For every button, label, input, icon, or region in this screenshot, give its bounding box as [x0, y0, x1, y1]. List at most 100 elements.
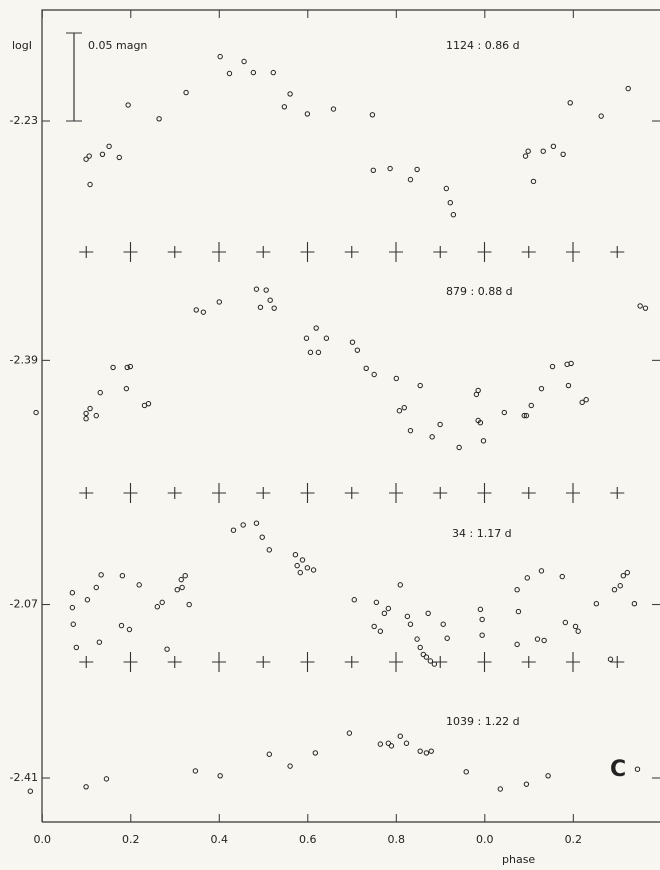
data-point [83, 416, 89, 422]
data-point [313, 325, 319, 331]
data-point [103, 776, 110, 782]
data-point [106, 143, 112, 150]
data-point [99, 151, 106, 158]
data-point [403, 740, 410, 746]
separator-cross [433, 487, 448, 499]
data-point [480, 438, 487, 444]
data-point [346, 730, 353, 736]
data-point [96, 639, 103, 645]
panel-label: 879 : 0.88 d [446, 285, 513, 298]
data-point [253, 520, 260, 526]
data-point [259, 534, 265, 540]
data-point [617, 583, 623, 589]
data-point [370, 167, 376, 173]
data-point [164, 646, 170, 652]
separator-cross [212, 652, 226, 672]
data-point [575, 628, 581, 634]
separator-cross [389, 242, 403, 262]
separator-cross [610, 246, 625, 258]
data-point [97, 389, 103, 396]
separator-cross [344, 487, 359, 499]
data-point [387, 165, 393, 172]
data-point [407, 427, 414, 434]
separator-cross [610, 487, 625, 499]
separator-cross [566, 483, 580, 503]
data-point [567, 100, 573, 106]
data-point [349, 339, 356, 345]
data-point [226, 70, 233, 77]
data-point [297, 569, 303, 576]
data-point [560, 151, 566, 158]
data-point [281, 104, 288, 110]
data-point [287, 763, 293, 769]
data-point [253, 286, 260, 292]
data-point [456, 444, 462, 451]
data-point [579, 399, 585, 406]
separator-cross [123, 483, 138, 503]
data-point [541, 637, 547, 644]
data-point [475, 387, 481, 394]
separator-cross [123, 652, 138, 672]
data-point [241, 58, 247, 65]
data-point [257, 304, 264, 310]
data-point [423, 750, 430, 756]
data-point [87, 405, 93, 412]
y-tick-label: -2.07 [10, 598, 38, 611]
y-axis-label: logI [12, 39, 32, 52]
panel-label: 1039 : 1.22 d [446, 715, 520, 728]
data-point [240, 522, 246, 528]
data-point [637, 303, 643, 309]
data-point [363, 365, 369, 371]
data-point [611, 586, 618, 593]
x-tick-label: 0.4 [211, 833, 229, 846]
separator-cross [123, 242, 138, 262]
data-point [414, 636, 420, 642]
data-point [371, 623, 377, 630]
data-point [497, 786, 503, 792]
data-point [119, 572, 126, 579]
separator-cross [389, 652, 403, 672]
separator-cross [389, 483, 403, 503]
data-point [385, 740, 392, 746]
data-point [270, 69, 276, 76]
data-point [299, 557, 306, 563]
data-point [84, 597, 91, 603]
data-point [216, 299, 222, 305]
data-point [450, 212, 457, 218]
data-point [266, 751, 272, 757]
x-tick-label: 0.0 [476, 833, 494, 846]
data-point [330, 106, 337, 112]
data-point [304, 565, 311, 571]
separator-cross [300, 652, 315, 672]
data-point [534, 636, 541, 642]
data-point [93, 584, 99, 591]
data-point [271, 305, 277, 311]
data-point [294, 562, 300, 569]
data-point [83, 156, 89, 162]
data-point [624, 569, 631, 576]
separator-cross [79, 246, 94, 258]
data-point [217, 53, 223, 60]
data-point [310, 567, 317, 573]
data-point [83, 784, 89, 790]
data-point [73, 644, 80, 651]
data-point [521, 412, 527, 419]
separator-cross [167, 246, 182, 258]
data-point [126, 626, 133, 633]
data-point [417, 644, 423, 651]
y-tick-label: -2.39 [10, 353, 38, 366]
data-point [123, 385, 130, 392]
x-tick-label: 0.0 [34, 833, 52, 846]
data-point [397, 582, 403, 588]
separator-cross [256, 656, 271, 668]
separator-cross [610, 656, 625, 668]
data-point [116, 154, 122, 161]
data-point [267, 297, 273, 303]
data-point [287, 91, 293, 97]
data-point [266, 547, 272, 553]
data-point [631, 600, 638, 607]
separator-cross [300, 242, 315, 262]
separator-cross [477, 652, 492, 672]
data-point [371, 371, 377, 378]
